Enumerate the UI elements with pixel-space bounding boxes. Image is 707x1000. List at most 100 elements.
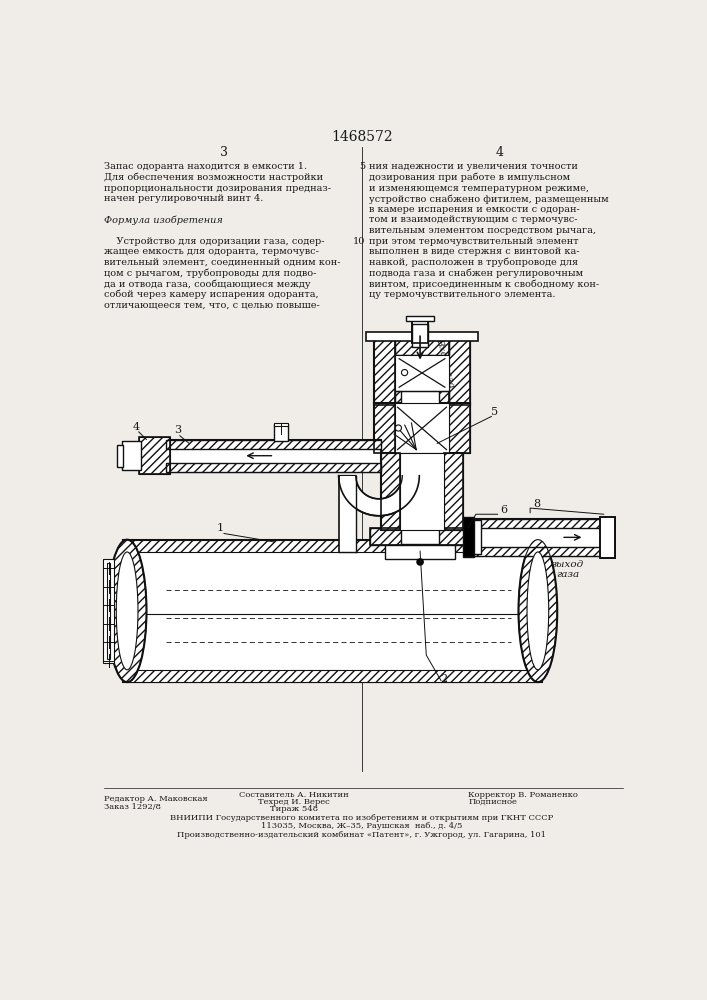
Bar — [600, 517, 615, 558]
Text: начен регулировочный винт 4.: начен регулировочный винт 4. — [104, 194, 263, 203]
Circle shape — [402, 369, 408, 376]
Text: вительный элемент, соединенный одним кон-: вительный элемент, соединенный одним кон… — [104, 258, 340, 267]
Bar — [139, 437, 170, 474]
Text: Тираж 548: Тираж 548 — [269, 805, 318, 813]
Text: цом с рычагом, трубопроводы для подво-: цом с рычагом, трубопроводы для подво- — [104, 269, 316, 278]
Bar — [412, 320, 428, 343]
Text: 4: 4 — [133, 422, 140, 432]
Text: 5: 5 — [491, 407, 498, 417]
Bar — [127, 670, 538, 682]
Bar — [373, 339, 470, 405]
Bar — [412, 320, 428, 343]
Bar — [470, 519, 602, 528]
Bar — [401, 382, 440, 544]
Bar — [166, 440, 381, 449]
Bar — [385, 545, 455, 559]
Ellipse shape — [116, 552, 138, 670]
Bar — [462, 517, 474, 557]
Text: Составитель А. Никитин: Составитель А. Никитин — [239, 791, 349, 799]
Circle shape — [417, 559, 423, 565]
Text: цу термочувствительного элемента.: цу термочувствительного элемента. — [369, 290, 556, 299]
Bar — [166, 440, 381, 449]
Bar — [122, 441, 141, 470]
Text: 113035, Москва, Ж–35, Раушская  наб., д. 4/5: 113035, Москва, Ж–35, Раушская наб., д. … — [262, 822, 462, 830]
Bar — [474, 520, 481, 554]
Bar — [381, 453, 400, 530]
Text: навкой, расположен в трубопроводе для: навкой, расположен в трубопроводе для — [369, 258, 578, 267]
Text: и изменяющемся температурном режиме,: и изменяющемся температурном режиме, — [369, 184, 589, 193]
Text: 1: 1 — [216, 523, 223, 533]
Bar — [381, 453, 400, 530]
Text: при этом термочувствительный элемент: при этом термочувствительный элемент — [369, 237, 578, 246]
Bar — [373, 403, 470, 453]
Bar — [412, 320, 428, 343]
Bar — [373, 403, 395, 453]
Bar — [444, 453, 462, 530]
Bar — [373, 403, 395, 453]
Text: выполнен в виде стержня с винтовой ка-: выполнен в виде стержня с винтовой ка- — [369, 247, 580, 256]
Text: Для обеспечения возможности настройки: Для обеспечения возможности настройки — [104, 173, 323, 182]
Bar — [373, 339, 395, 405]
Bar — [166, 440, 381, 472]
Text: 3: 3 — [220, 146, 228, 159]
Bar — [381, 453, 462, 530]
Bar — [373, 339, 395, 405]
Bar — [127, 540, 538, 552]
Text: 2: 2 — [440, 674, 447, 684]
Ellipse shape — [107, 540, 146, 682]
Bar — [395, 403, 449, 453]
Text: Корректор В. Романенко: Корректор В. Романенко — [468, 791, 578, 799]
Text: 3: 3 — [174, 425, 181, 435]
Bar — [274, 424, 288, 441]
Text: 5: 5 — [359, 162, 365, 171]
Text: том и взаимодействующим с термочувс-: том и взаимодействующим с термочувс- — [369, 215, 578, 224]
Bar — [600, 517, 615, 558]
Text: 6: 6 — [501, 505, 508, 515]
Bar — [395, 391, 449, 405]
Text: 7: 7 — [277, 424, 284, 434]
Text: устройство снабжено фитилем, размещенным: устройство снабжено фитилем, размещенным — [369, 194, 609, 204]
Bar — [412, 324, 428, 347]
Circle shape — [395, 425, 402, 431]
Bar — [444, 453, 462, 530]
Text: отличающееся тем, что, с целью повыше-: отличающееся тем, что, с целью повыше- — [104, 300, 320, 309]
Text: в камере испарения и емкости с одоран-: в камере испарения и емкости с одоран- — [369, 205, 580, 214]
Text: Вход газа: Вход газа — [434, 337, 456, 389]
Text: Подписное: Подписное — [468, 798, 517, 806]
Text: выход
газа: выход газа — [551, 560, 584, 579]
Text: Редактор А. Маковская: Редактор А. Маковская — [104, 795, 207, 803]
Text: подвода газа и снабжен регулировочным: подвода газа и снабжен регулировочным — [369, 269, 583, 278]
Polygon shape — [339, 476, 419, 516]
Text: Формула изобретения: Формула изобретения — [104, 215, 223, 225]
Bar — [339, 476, 356, 552]
Bar — [395, 391, 449, 405]
Text: дозирования при работе в импульсном: дозирования при работе в импульсном — [369, 173, 570, 182]
Bar — [449, 339, 470, 405]
Bar — [424, 324, 428, 347]
Text: ВНИИПИ Государственного комитета по изобретениям и открытиям при ГКНТ СССР: ВНИИПИ Государственного комитета по изоб… — [170, 814, 554, 822]
Bar — [107, 563, 110, 659]
Text: вительным элементом посредством рычага,: вительным элементом посредством рычага, — [369, 226, 596, 235]
Text: собой через камеру испарения одоранта,: собой через камеру испарения одоранта, — [104, 290, 318, 299]
Text: Техред И. Верес: Техред И. Верес — [258, 798, 329, 806]
Bar — [370, 528, 470, 545]
Bar — [412, 324, 416, 347]
Bar — [370, 528, 470, 545]
Text: да и отвода газа, сообщающиеся между: да и отвода газа, сообщающиеся между — [104, 279, 310, 289]
Bar — [400, 453, 444, 530]
Text: винтом, присоединенным к свободному кон-: винтом, присоединенным к свободному кон- — [369, 279, 599, 289]
Ellipse shape — [518, 540, 557, 682]
Bar — [470, 519, 602, 556]
Bar — [449, 403, 470, 453]
Bar — [166, 463, 381, 472]
Text: Запас одоранта находится в емкости 1.: Запас одоранта находится в емкости 1. — [104, 162, 307, 171]
Bar — [395, 339, 449, 355]
Bar — [366, 332, 478, 341]
Text: 8: 8 — [533, 499, 540, 509]
Text: 4: 4 — [495, 146, 503, 159]
Text: Производственно-издательский комбинат «Патент», г. Ужгород, ул. Гагарина, 101: Производственно-издательский комбинат «П… — [177, 831, 547, 839]
Text: 10: 10 — [353, 237, 365, 246]
Bar — [123, 540, 542, 682]
Text: 1468572: 1468572 — [331, 130, 393, 144]
Text: жащее емкость для одоранта, термочувс-: жащее емкость для одоранта, термочувс- — [104, 247, 319, 256]
